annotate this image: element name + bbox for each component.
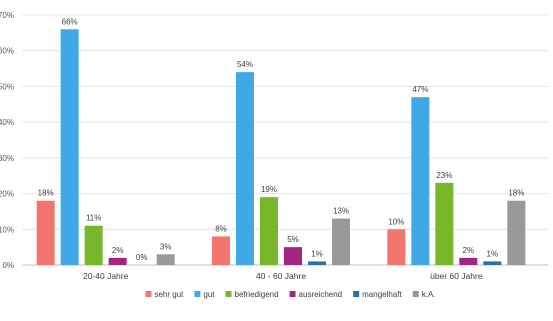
bar bbox=[308, 261, 326, 265]
y-tick-label: 10% bbox=[0, 225, 14, 234]
y-tick-label: 50% bbox=[0, 82, 14, 91]
data-label: 23% bbox=[436, 171, 452, 180]
legend-swatch bbox=[353, 291, 360, 297]
bar bbox=[332, 218, 350, 265]
y-tick-label: 40% bbox=[0, 118, 14, 127]
y-tick-label: 60% bbox=[0, 47, 14, 56]
bar bbox=[507, 200, 526, 265]
bar bbox=[108, 257, 127, 265]
bar bbox=[411, 97, 430, 266]
legend-label: sehr gut bbox=[154, 290, 184, 299]
data-label: 2% bbox=[112, 246, 124, 255]
bar bbox=[156, 254, 175, 265]
data-label: 5% bbox=[287, 235, 299, 244]
data-label: 0% bbox=[136, 253, 148, 262]
data-label: 19% bbox=[261, 185, 277, 194]
data-label: 3% bbox=[160, 242, 172, 251]
legend-swatch bbox=[412, 291, 419, 297]
bar bbox=[236, 72, 254, 266]
y-tick-label: 20% bbox=[0, 190, 14, 199]
data-label: 18% bbox=[508, 189, 524, 198]
data-label: 8% bbox=[215, 224, 227, 233]
bar bbox=[387, 229, 406, 265]
y-tick-label: 30% bbox=[0, 154, 14, 163]
data-label: 11% bbox=[86, 214, 101, 223]
bar bbox=[459, 257, 478, 265]
legend-swatch bbox=[194, 291, 201, 297]
y-tick-label: 0% bbox=[2, 261, 14, 270]
bar bbox=[36, 200, 55, 265]
legend-label: k.A. bbox=[422, 290, 436, 299]
data-label: 2% bbox=[463, 246, 475, 255]
bar bbox=[483, 261, 502, 265]
category-label: 20-40 Jahre bbox=[83, 271, 129, 281]
bar bbox=[60, 29, 79, 265]
bar bbox=[84, 225, 103, 265]
category-label: 40 - 60 Jahre bbox=[256, 271, 306, 281]
legend-swatch bbox=[145, 291, 152, 297]
y-tick-label: 70% bbox=[0, 11, 14, 20]
legend-label: befriedigend bbox=[235, 290, 279, 299]
bar bbox=[435, 182, 454, 265]
bar bbox=[260, 197, 278, 265]
category-label: über 60 Jahre bbox=[430, 271, 483, 281]
data-label: 66% bbox=[62, 17, 78, 26]
data-label: 47% bbox=[412, 85, 428, 94]
legend-swatch bbox=[289, 291, 296, 297]
data-label: 1% bbox=[311, 249, 323, 258]
bar bbox=[212, 236, 230, 265]
data-label: 54% bbox=[237, 60, 253, 69]
data-label: 13% bbox=[333, 207, 349, 216]
bar bbox=[284, 247, 302, 265]
legend-label: ausreichend bbox=[299, 290, 343, 299]
data-label: 18% bbox=[38, 189, 54, 198]
data-label: 10% bbox=[388, 217, 404, 226]
legend-label: gut bbox=[203, 290, 215, 299]
data-label: 1% bbox=[487, 249, 499, 258]
legend-label: mangelhaft bbox=[362, 290, 402, 299]
legend-swatch bbox=[225, 291, 232, 297]
